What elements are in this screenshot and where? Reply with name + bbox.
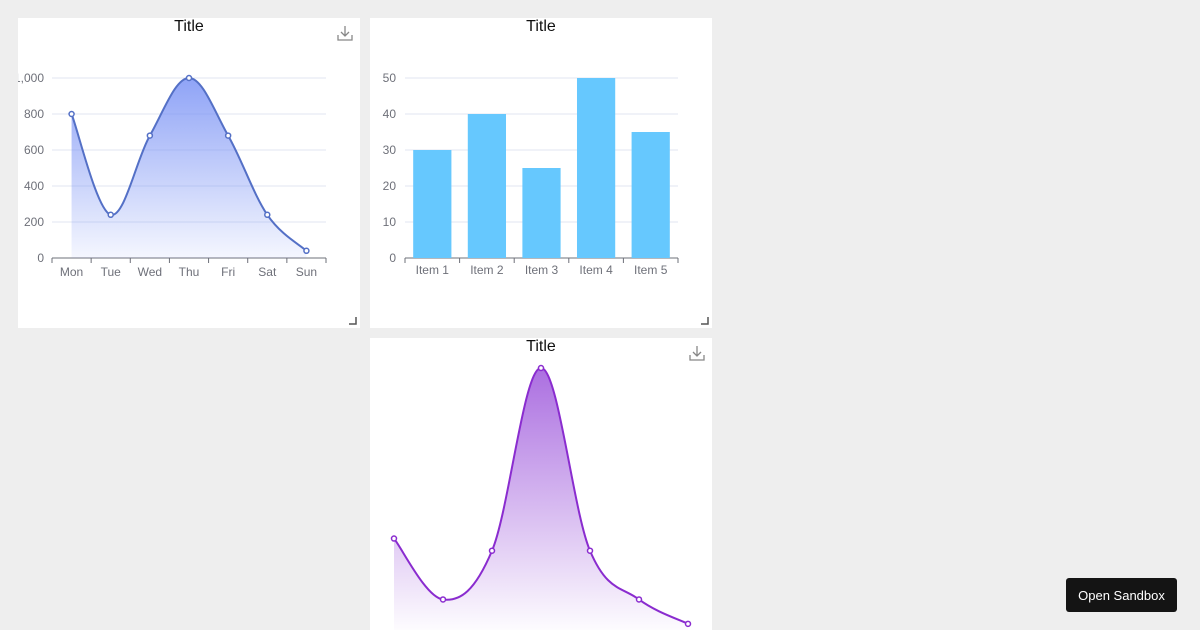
data-point: [439, 596, 447, 603]
x-tick-label: Sun: [296, 265, 317, 279]
y-tick-label: 20: [383, 179, 397, 193]
area-fill: [394, 368, 688, 630]
y-tick-label: 0: [389, 251, 396, 265]
download-icon[interactable]: [688, 344, 706, 362]
bar-chart-items: 0 10 20 30 40 50 Item 1 Item 2 Item 3 Item 4 Item …: [383, 71, 679, 277]
y-tick-label: 600: [24, 143, 44, 157]
y-tick-label: 50: [383, 71, 397, 85]
download-icon[interactable]: [336, 24, 354, 42]
bar: [413, 150, 452, 258]
y-tick-label: 800: [24, 107, 44, 121]
data-point: [586, 547, 594, 554]
chart-panel-peak: Title: [370, 338, 712, 630]
data-point: [107, 211, 114, 219]
y-tick-label: 40: [383, 107, 397, 121]
y-tick-label: 200: [24, 215, 44, 229]
x-tick-label: Wed: [138, 265, 162, 279]
bar: [522, 168, 561, 258]
x-tick-label: Item 5: [634, 263, 668, 277]
open-sandbox-button[interactable]: Open Sandbox: [1066, 578, 1177, 612]
data-point: [185, 74, 193, 82]
resize-handle-icon[interactable]: [699, 315, 709, 325]
data-point: [264, 211, 271, 219]
y-tick-label: 1,000: [18, 71, 44, 85]
data-point: [224, 132, 232, 139]
data-point: [68, 110, 75, 118]
area-fill: [71, 78, 307, 258]
chart-panel-weekdays: Title 0 200 400 600 800 1,000 Mon Tue Wed Thu Fri S…: [18, 18, 360, 328]
area-chart-peak: [390, 364, 692, 630]
y-tick-label: 30: [383, 143, 397, 157]
x-tick-label: Item 3: [525, 263, 559, 277]
x-tick-label: Thu: [179, 265, 200, 279]
line-chart-weekdays: 0 200 400 600 800 1,000 Mon Tue Wed Thu Fri Sat Sun: [18, 71, 327, 279]
chart-title: Title: [174, 18, 204, 35]
x-tick-label: Item 1: [416, 263, 450, 277]
y-tick-label: 10: [383, 215, 397, 229]
data-point: [635, 596, 643, 603]
x-tick-label: Mon: [60, 265, 83, 279]
chart-panel-items: Title 0 10 20 30 40 50 Item 1 Item 2 Item 3 Item …: [370, 18, 712, 328]
x-tick-label: Item 4: [579, 263, 613, 277]
x-tick-label: Sat: [258, 265, 277, 279]
bar: [467, 114, 507, 258]
data-point: [537, 364, 545, 372]
y-tick-label: 400: [24, 179, 44, 193]
x-tick-label: Item 2: [470, 263, 504, 277]
bar: [631, 132, 670, 258]
resize-handle-icon[interactable]: [347, 315, 357, 325]
data-point: [488, 547, 496, 554]
y-tick-label: 0: [37, 251, 44, 265]
x-tick-label: Fri: [221, 265, 235, 279]
data-point: [146, 132, 154, 139]
data-point: [390, 535, 398, 542]
chart-title: Title: [526, 18, 556, 35]
data-point: [303, 247, 310, 255]
x-tick-label: Tue: [101, 265, 122, 279]
chart-title: Title: [526, 338, 556, 355]
data-point: [684, 620, 692, 628]
bar: [576, 78, 616, 258]
